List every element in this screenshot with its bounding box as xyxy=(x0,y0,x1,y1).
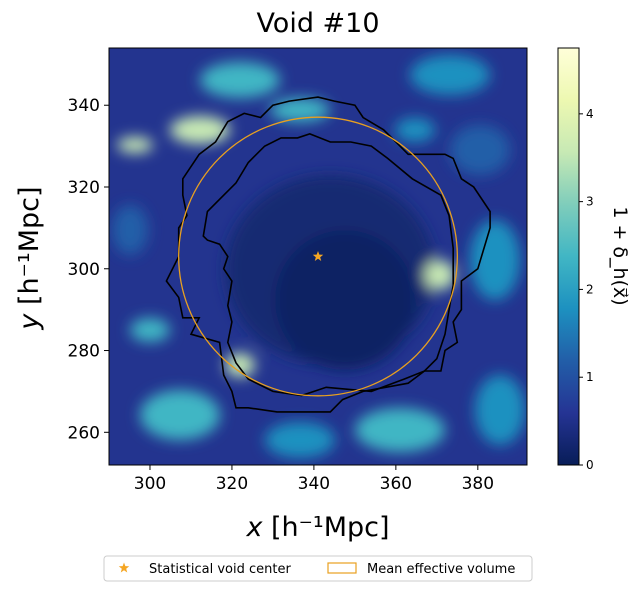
colorbar-tick-label: 4 xyxy=(586,107,594,121)
y-tick-label: 280 xyxy=(68,342,100,362)
colorbar-label: 1 + δ_h(x⃗) xyxy=(609,206,631,305)
x-axis-label: x [h⁻¹Mpc] xyxy=(245,512,389,543)
legend-box xyxy=(103,555,533,582)
y-axis-label: y [h⁻¹Mpc] xyxy=(14,186,45,330)
y-tick-label: 340 xyxy=(68,96,100,116)
colorbar xyxy=(557,47,580,466)
colorbar-tick-label: 2 xyxy=(586,282,594,296)
plot-frame xyxy=(108,47,528,466)
x-tick-label: 320 xyxy=(216,474,248,494)
y-tick-label: 260 xyxy=(68,423,100,443)
chart-title: Void #10 xyxy=(256,8,379,39)
outer-void-contour xyxy=(165,96,491,413)
colorbar-ticks: 0 1 2 3 4 xyxy=(579,107,594,472)
y-axis-ticks: 260 280 300 320 340 xyxy=(68,96,109,443)
mean-effective-volume-circle xyxy=(178,116,458,397)
legend-label-center: Statistical void center xyxy=(149,562,291,577)
void-center-star-icon xyxy=(312,251,324,261)
y-tick-label: 320 xyxy=(68,178,100,198)
legend-rect-icon xyxy=(327,562,357,574)
colorbar-tick-label: 0 xyxy=(586,458,594,472)
inner-void-contour xyxy=(202,133,454,397)
legend-star-icon xyxy=(118,562,130,573)
legend-label-volume: Mean effective volume xyxy=(367,562,515,577)
colorbar-tick-label: 3 xyxy=(586,195,594,209)
colorbar-tick-label: 1 xyxy=(586,370,594,384)
x-tick-label: 360 xyxy=(380,474,412,494)
x-axis-ticks: 300 320 340 360 380 xyxy=(134,465,494,494)
x-tick-label: 300 xyxy=(134,474,166,494)
x-tick-label: 340 xyxy=(298,474,330,494)
x-tick-label: 380 xyxy=(462,474,494,494)
legend: Statistical void center Mean effective v… xyxy=(103,555,533,582)
y-tick-label: 300 xyxy=(68,260,100,280)
